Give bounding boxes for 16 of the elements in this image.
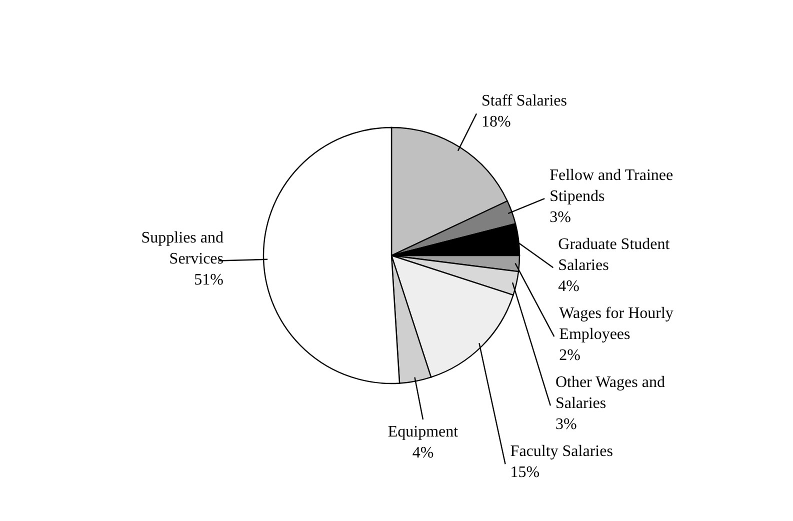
slice-label: Other Wages and Salaries (555, 374, 665, 412)
slice-label: Equipment (388, 424, 459, 440)
slice-label: Fellow and Trainee Stipends (550, 167, 674, 206)
data-label: 3% (555, 416, 577, 434)
data-label: 18% (482, 114, 511, 131)
data-label: 3% (550, 209, 571, 226)
data-label: 51% (194, 271, 224, 288)
slice-label: Supplies and Services (141, 229, 224, 268)
data-label: 4% (412, 444, 434, 462)
data-label: 2% (559, 347, 580, 364)
data-label: 4% (558, 278, 580, 296)
slice-label: Faculty Salaries (510, 443, 613, 460)
slice-label: Graduate Student Salaries (558, 236, 670, 274)
slice-label: Staff Salaries (482, 92, 567, 110)
slice-label: Wages for Hourly Employees (559, 305, 674, 344)
data-label: 15% (510, 464, 540, 482)
